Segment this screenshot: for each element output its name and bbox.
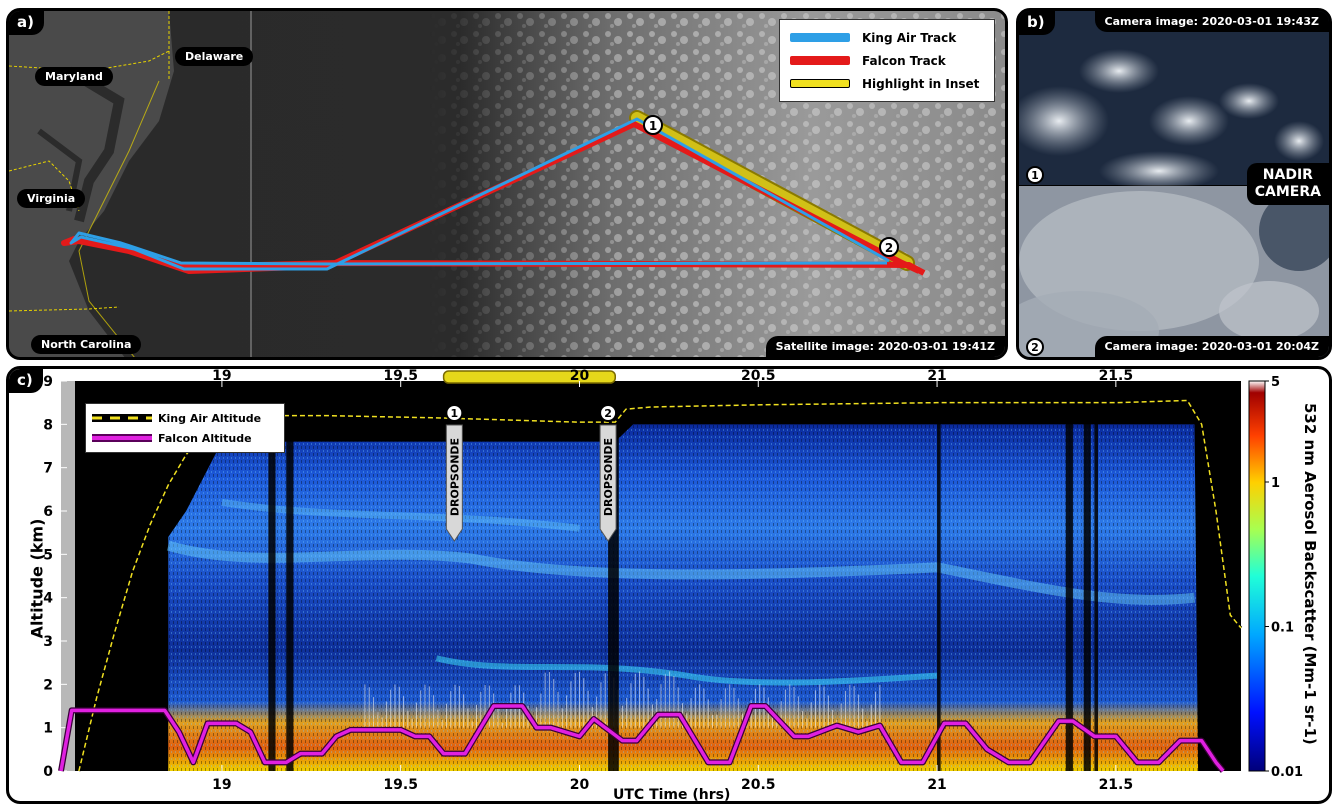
track-legend: King Air Track Falcon Track Highlight in… (779, 19, 995, 102)
falcon-altitude-line (59, 704, 1225, 773)
state-label-north-carolina: North Carolina (31, 335, 142, 354)
y-tick-label: 9 (43, 374, 53, 390)
colorbar (1248, 380, 1266, 772)
nadir-camera-label: NADIR CAMERA (1246, 163, 1329, 205)
aerosol-layer (166, 540, 1196, 605)
x-tick-label: 19 (212, 777, 231, 793)
x-tick-label: 20.5 (741, 777, 776, 793)
y-tick-label: 8 (43, 417, 53, 433)
x-tick-label-top: 19.5 (383, 369, 418, 384)
data-gap (608, 415, 619, 771)
x-tick-label-top: 21.5 (1099, 369, 1134, 384)
camera-caption-bottom: Camera image: 2020-03-01 20:04Z (1094, 336, 1329, 357)
legend-item-falcon-altitude: Falcon Altitude (92, 428, 278, 448)
legend-swatch (92, 434, 152, 442)
y-tick-label: 6 (43, 504, 53, 520)
dropsonde-arrow (445, 424, 463, 542)
y-tick-label: 0 (43, 764, 53, 780)
x-tick-label-top: 20.5 (741, 369, 776, 384)
data-gap (1065, 415, 1073, 771)
aerosol-layer-upper (221, 498, 580, 532)
data-gap (1083, 415, 1091, 771)
x-tick-label: 20 (570, 777, 590, 793)
state-label-delaware: Delaware (175, 47, 254, 66)
curtain-texture (168, 424, 1199, 771)
x-tick-label: 19.5 (383, 777, 418, 793)
data-gap (937, 415, 941, 771)
legend-swatch (790, 79, 850, 88)
dropsonde-label: DROPSONDE (448, 438, 461, 516)
colorbar-tick-label: 5 (1271, 375, 1280, 390)
x-tick-label: 21.5 (1099, 777, 1134, 793)
dropsonde-marker-2 (599, 404, 618, 422)
state-label-maryland: Maryland (35, 67, 113, 86)
dropsonde-marker-label: 1 (451, 407, 459, 420)
legend-swatch (790, 33, 850, 42)
marker-2 (879, 237, 899, 257)
colorbar-tick-label: 1 (1271, 476, 1280, 491)
y-tick-label: 3 (43, 634, 53, 650)
camera-caption-top: Camera image: 2020-03-01 19:43Z (1094, 11, 1329, 32)
legend-swatch (790, 56, 850, 65)
panel-label-c: c) (9, 369, 43, 393)
dropsonde-arrow (599, 424, 617, 542)
x-axis-label: UTC Time (hrs) (613, 787, 731, 803)
data-gap (286, 415, 294, 771)
satellite-caption: Satellite image: 2020-03-01 19:41Z (765, 336, 1005, 357)
x-tick-label-top: 21 (927, 369, 946, 384)
dropsonde-marker-1 (445, 404, 464, 422)
state-label-virginia: Virginia (17, 189, 86, 208)
altitude-legend: King Air Altitude Falcon Altitude (85, 403, 285, 453)
y-tick-label: 7 (43, 461, 53, 477)
panel-label-b: b) (1019, 11, 1055, 35)
y-tick-label: 4 (43, 591, 53, 607)
grey-strip (61, 381, 75, 771)
legend-swatch (92, 414, 152, 422)
x-tick-label-top: 19 (212, 369, 231, 384)
x-tick-label: 21 (927, 777, 946, 793)
data-gap (1094, 415, 1098, 771)
svg-text:1: 1 (1031, 169, 1039, 182)
king-air-altitude-line (78, 399, 1242, 772)
y-tick-label: 2 (43, 677, 53, 693)
highlight-range-bar (442, 370, 616, 384)
panel-c-altitude-curtain: c) Altitude (km) UTC Time (hrs) 532 nm A… (6, 366, 1332, 804)
marker-1 (643, 115, 663, 135)
y-tick-label: 1 (43, 721, 53, 737)
svg-text:1: 1 (649, 119, 657, 133)
legend-item-falcon-track: Falcon Track (790, 49, 984, 72)
y-tick-label: 5 (43, 547, 53, 563)
panel-a-satellite-map: 1 2 a) Maryland Delaware Virginia North … (6, 8, 1008, 360)
panel-label-a: a) (9, 11, 44, 35)
svg-text:2: 2 (885, 241, 893, 255)
colorbar-tick-label: 0.01 (1271, 765, 1303, 780)
panel-b-nadir-camera: 1 2 b) Camera image: 2020-03-01 19:43Z C… (1016, 8, 1332, 360)
legend-item-king-air-track: King Air Track (790, 26, 984, 49)
aerosol-layer-lower (435, 655, 938, 686)
legend-item-highlight: Highlight in Inset (790, 72, 984, 95)
svg-text:2: 2 (1031, 341, 1039, 354)
colorbar-tick-label: 0.1 (1271, 621, 1294, 636)
dropsonde-label: DROPSONDE (602, 438, 615, 516)
x-tick-label-top: 20 (570, 369, 590, 384)
legend-item-king-air-altitude: King Air Altitude (92, 408, 278, 428)
data-gap (268, 415, 276, 771)
dropsonde-marker-label: 2 (604, 407, 612, 420)
